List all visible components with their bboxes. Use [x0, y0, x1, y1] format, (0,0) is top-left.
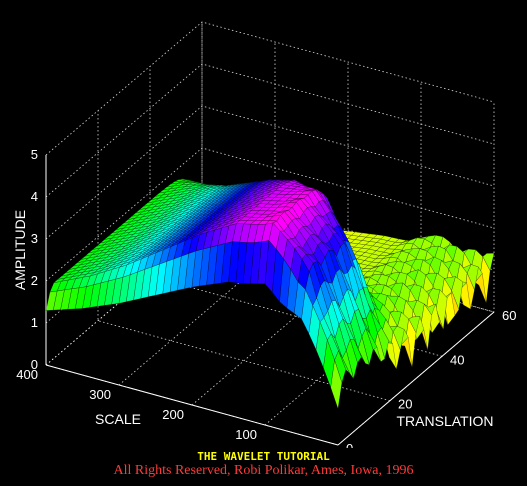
axes — [45, 155, 495, 446]
amplitude-tick-label: 4 — [31, 189, 38, 204]
surface-patch — [330, 360, 343, 409]
grid-line — [97, 110, 391, 402]
translation-axis-line — [337, 311, 495, 446]
scale-tick-label: 100 — [235, 427, 257, 442]
surface-plot: 01234501002003004000204060AMPLITUDESCALE… — [12, 21, 516, 448]
translation-tick-label: 0 — [346, 441, 353, 448]
amplitude-tick-label: 5 — [31, 147, 38, 162]
translation-tick-label: 20 — [398, 397, 412, 412]
scale-tick-label: 400 — [16, 367, 38, 382]
translation-tick-label: 60 — [502, 308, 516, 323]
scale-axis-line — [45, 364, 339, 446]
figure-title: THE WAVELET TUTORIAL — [197, 450, 330, 463]
scale-axis-label: SCALE — [95, 411, 141, 427]
scale-tick-label: 300 — [89, 387, 111, 402]
amplitude-axis-label: AMPLITUDE — [12, 210, 28, 290]
copyright-credit: All Rights Reserved, Robi Polikar, Ames,… — [113, 463, 414, 478]
surface-mesh — [45, 178, 495, 409]
grid-line — [45, 63, 495, 198]
translation-axis-label: TRANSLATION — [397, 413, 494, 429]
amplitude-tick-label: 3 — [31, 231, 38, 246]
amplitude-tick-label: 0 — [31, 357, 38, 372]
scale-tick-label: 0 — [323, 447, 330, 448]
tick-labels: 01234501002003004000204060 — [16, 147, 516, 448]
amplitude-tick-label: 1 — [31, 315, 38, 330]
amplitude-tick-label: 2 — [31, 273, 38, 288]
grid-line — [45, 21, 495, 156]
translation-tick-label: 40 — [450, 352, 464, 367]
scale-tick-label: 200 — [162, 407, 184, 422]
